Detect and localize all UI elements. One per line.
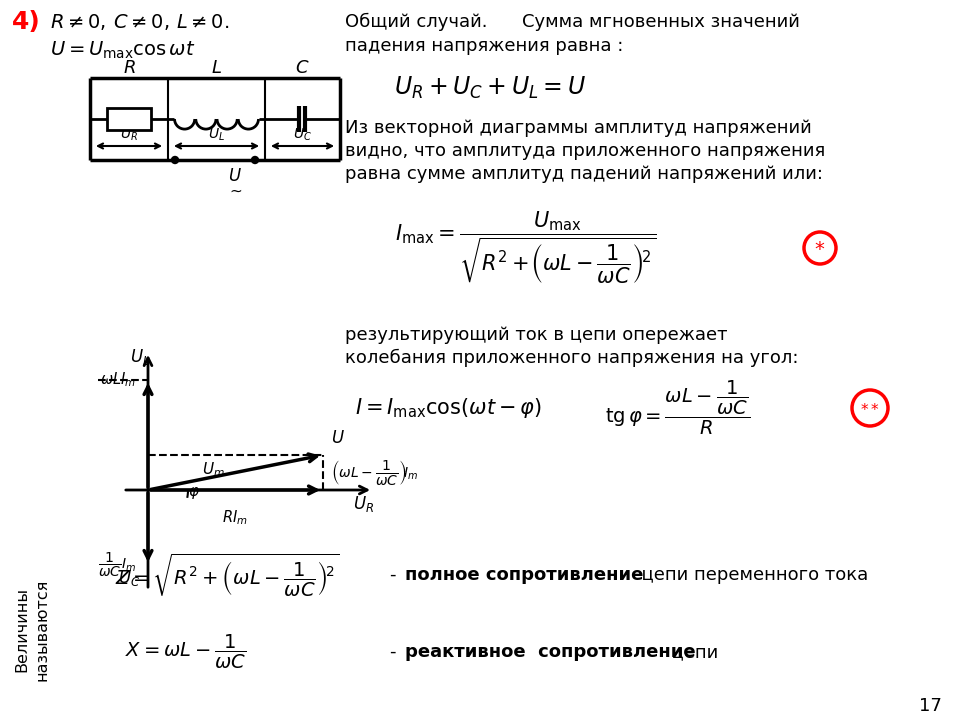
Text: $U_m$: $U_m$ [202,461,225,480]
Text: падения напряжения равна :: падения напряжения равна : [345,37,623,55]
Text: $U_R + U_C + U_L = U$: $U_R + U_C + U_L = U$ [394,75,586,101]
Text: $U_L$: $U_L$ [207,127,225,143]
Text: $I_{\rm max} = \dfrac{U_{\rm max}}{\sqrt{R^2+\!\left(\omega L-\dfrac{1}{\omega C: $I_{\rm max} = \dfrac{U_{\rm max}}{\sqrt… [395,210,657,287]
Text: цепи: цепи [660,643,718,661]
Circle shape [252,156,258,163]
Text: $U_C$: $U_C$ [293,127,311,143]
Text: $X = \omega L - \dfrac{1}{\omega C}$: $X = \omega L - \dfrac{1}{\omega C}$ [125,633,246,671]
Text: 4): 4) [12,10,40,34]
Text: цепи переменного тока: цепи переменного тока [630,566,868,584]
Text: $**$: $**$ [860,400,880,415]
Text: $\varphi$: $\varphi$ [188,485,200,501]
Text: видно, что амплитуда приложенного напряжения: видно, что амплитуда приложенного напряж… [345,142,826,160]
Text: $R \neq 0,\,C \neq 0,\,L \neq 0.$: $R \neq 0,\,C \neq 0,\,L \neq 0.$ [50,12,229,32]
Text: $U_R$: $U_R$ [120,127,138,143]
Text: $U_R$: $U_R$ [353,494,374,514]
Bar [107,108,151,130]
Text: $L$: $L$ [210,59,222,77]
Text: $U$: $U$ [228,167,242,185]
Text: $Z = \sqrt{R^2 + \left(\omega L - \dfrac{1}{\omega C}\right)^{\!2}}$: $Z = \sqrt{R^2 + \left(\omega L - \dfrac… [115,552,339,598]
Text: реактивное  сопротивление: реактивное сопротивление [405,643,696,661]
Text: $U = U_{\rm max}\cos\omega t$: $U = U_{\rm max}\cos\omega t$ [50,40,195,60]
Text: $\omega L I_m$: $\omega L I_m$ [100,371,136,390]
Text: $*$: $*$ [814,238,826,258]
Text: $U_L$: $U_L$ [130,347,150,367]
Text: результирующий ток в цепи опережает: результирующий ток в цепи опережает [345,326,728,344]
Text: $R$: $R$ [123,59,135,77]
Text: $\dfrac{1}{\omega C}I_m$: $\dfrac{1}{\omega C}I_m$ [98,551,136,579]
Text: колебания приложенного напряжения на угол:: колебания приложенного напряжения на уго… [345,349,799,367]
Text: Общий случай.      Сумма мгновенных значений: Общий случай. Сумма мгновенных значений [345,13,800,31]
Text: 17: 17 [919,697,942,715]
Text: Из векторной диаграммы амплитуд напряжений: Из векторной диаграммы амплитуд напряжен… [345,119,812,137]
Text: $\left(\omega L-\dfrac{1}{\omega C}\right)\!I_m$: $\left(\omega L-\dfrac{1}{\omega C}\righ… [331,457,419,487]
Text: $I = I_{\rm max}\cos\!\left(\omega t - \varphi\right)$: $I = I_{\rm max}\cos\!\left(\omega t - \… [355,396,542,420]
Circle shape [172,156,179,163]
Text: $C$: $C$ [295,59,309,77]
Text: $RI_m$: $RI_m$ [222,508,248,527]
Text: -: - [390,643,402,661]
Text: равна сумме амплитуд падений напряжений или:: равна сумме амплитуд падений напряжений … [345,165,823,183]
Text: полное сопротивление: полное сопротивление [405,566,643,584]
Text: $\sim$: $\sim$ [227,182,243,197]
Text: $U$: $U$ [331,429,345,447]
Text: -: - [390,566,402,584]
Text: ${\rm tg}\,\varphi = \dfrac{\omega L - \dfrac{1}{\omega C}}{R}$: ${\rm tg}\,\varphi = \dfrac{\omega L - \… [605,379,751,437]
Text: $U_C$: $U_C$ [118,568,140,588]
Text: Величины
называются: Величины называются [14,579,49,681]
